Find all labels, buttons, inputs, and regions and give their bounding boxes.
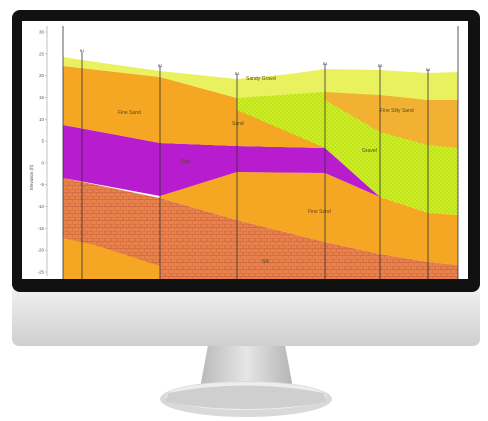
- sandy-gravel-top-layer: [63, 57, 458, 100]
- y-axis-title: Elevation (ft): [29, 164, 34, 190]
- borehole-label-b6: B6: [426, 68, 430, 72]
- borehole-label-b4: B4: [323, 62, 327, 66]
- y-tick-label: 10: [39, 117, 45, 122]
- y-tick-label: 5: [41, 139, 44, 144]
- y-tick-label: 30: [39, 30, 45, 35]
- fine-sand-lower-layer: [160, 172, 458, 265]
- boreholes: [62, 26, 459, 279]
- layer-labels: Fine Sand Sand Sandy Gravel Fine Silty S…: [118, 76, 414, 265]
- borehole-label-b5: B5: [378, 64, 382, 68]
- borehole-label-b2: B2: [158, 64, 162, 68]
- borehole-label-b1: B1: [80, 49, 84, 53]
- fine-sand-base-pocket: [63, 238, 160, 279]
- y-tick-label: -5: [40, 182, 44, 187]
- y-tick-label: -15: [37, 226, 44, 231]
- geologic-cross-section: Elevation (ft) 30 25 20 15 10 5 0 -5 -10 -15 -20 -2…: [29, 26, 459, 279]
- y-tick-label: -10: [37, 204, 44, 209]
- y-tick-label: -25: [37, 270, 44, 275]
- label-sand: Sand: [232, 121, 244, 127]
- label-sandy-gravel: Sandy Gravel: [246, 76, 276, 82]
- clay-layer: [63, 125, 380, 197]
- y-tick-labels: 30 25 20 15 10 5 0 -5 -10 -15 -20 -25: [37, 30, 47, 275]
- label-fine-sand-left: Fine Sand: [118, 110, 141, 116]
- label-gravel: Gravel: [362, 148, 377, 154]
- label-silt: Silt: [262, 259, 270, 265]
- sand-wedge: [160, 90, 325, 148]
- y-tick-label: -20: [37, 248, 44, 253]
- y-axis: Elevation (ft) 30 25 20 15 10 5 0 -5 -10 -15 -20 -2…: [29, 26, 48, 276]
- borehole-label-b3: B3: [235, 72, 239, 76]
- label-fine-silty-sand: Fine Silty Sand: [380, 108, 414, 114]
- monitor-chin: [12, 286, 480, 346]
- monitor-stand: [160, 345, 332, 417]
- label-clay: Clay: [180, 159, 191, 165]
- fine-silty-sand-layer: [325, 92, 458, 148]
- label-fine-sand-lower: Fine Sand: [308, 209, 331, 215]
- y-tick-label: 0: [41, 160, 44, 165]
- y-tick-label: 20: [39, 73, 45, 78]
- borehole-labels: B1 B2 B3 B4 B5 B6: [80, 49, 430, 76]
- y-tick-label: 15: [39, 95, 45, 100]
- y-tick-label: 25: [39, 51, 45, 56]
- silt-hatched-layer: [63, 178, 458, 279]
